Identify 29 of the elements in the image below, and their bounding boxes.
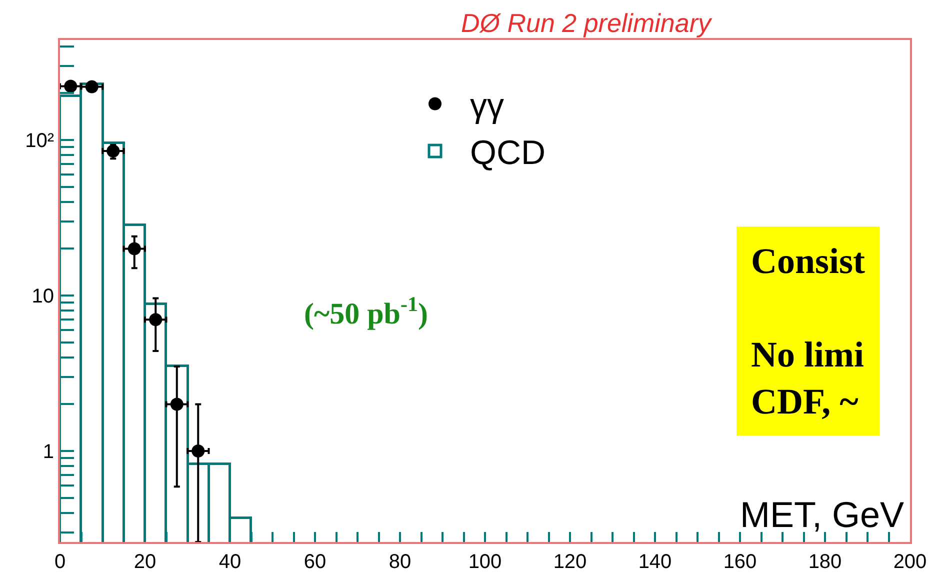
legend-label: QCD — [470, 134, 546, 172]
x-tick-label: 80 — [388, 551, 412, 573]
point — [149, 313, 162, 326]
x-axis-title: MET, GeV — [740, 494, 904, 535]
x-tick-label: 180 — [808, 551, 842, 573]
x-tick-label: 100 — [468, 551, 502, 573]
x-tick-label: 20 — [134, 551, 156, 573]
y-tick-label: 10² — [25, 130, 54, 152]
y-tick-label: 10 — [32, 286, 54, 308]
point — [128, 242, 141, 256]
annotation: No limi — [751, 334, 864, 375]
point — [64, 80, 78, 93]
x-tick-label: 60 — [304, 551, 326, 573]
x-tick-label: 40 — [218, 551, 242, 573]
y-tick-label: 1 — [42, 441, 54, 464]
chart-title: DØ Run 2 preliminary — [461, 8, 713, 38]
point — [85, 80, 98, 94]
annotation: Consist — [751, 241, 866, 281]
legend-label: γγ — [470, 87, 504, 125]
point — [170, 398, 184, 411]
point — [106, 144, 120, 158]
annotation: (~50 pb$^{-1}$) — [304, 292, 428, 331]
annotation: CDF, ~ — [751, 381, 859, 422]
x-tick-label: 200 — [893, 551, 927, 573]
point — [192, 444, 205, 458]
x-tick-label: 120 — [553, 551, 587, 573]
x-tick-label: 0 — [54, 551, 66, 573]
x-tick-label: 160 — [723, 551, 757, 573]
x-tick-label: 140 — [638, 551, 672, 573]
